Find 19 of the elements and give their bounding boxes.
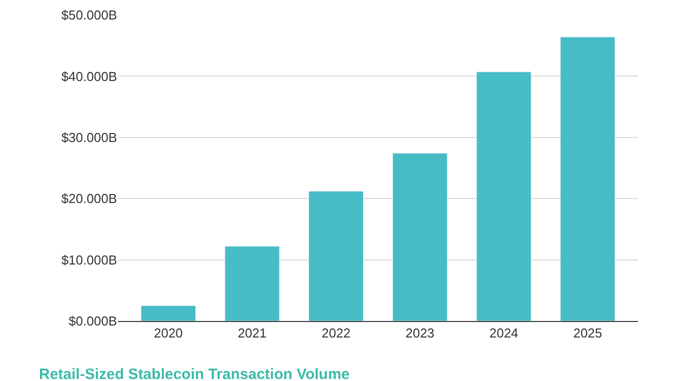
y-tick-label: $20.000B — [61, 191, 117, 206]
bar — [308, 191, 364, 321]
x-tick-label: 2022 — [322, 326, 351, 341]
bar — [476, 72, 532, 321]
text: Retail-Sized Stablecoin Transaction Volume — [39, 366, 350, 381]
y-tick-label: $50.000B — [61, 8, 117, 23]
x-tick-label: 2020 — [154, 326, 183, 341]
x-tick-label: 2021 — [238, 326, 267, 341]
bar — [392, 153, 448, 321]
x-tick-label: 2023 — [405, 326, 434, 341]
y-tick-label: $30.000B — [61, 130, 117, 145]
x-tick-label: 2025 — [573, 326, 602, 341]
y-tick-label: $10.000B — [61, 252, 117, 268]
y-tick-label: $40.000B — [61, 68, 117, 84]
y-tick-label: $0.000B — [68, 314, 117, 329]
bar — [560, 36, 616, 321]
bar — [140, 305, 196, 321]
bar — [224, 246, 280, 321]
x-tick-label: 2024 — [489, 326, 518, 341]
